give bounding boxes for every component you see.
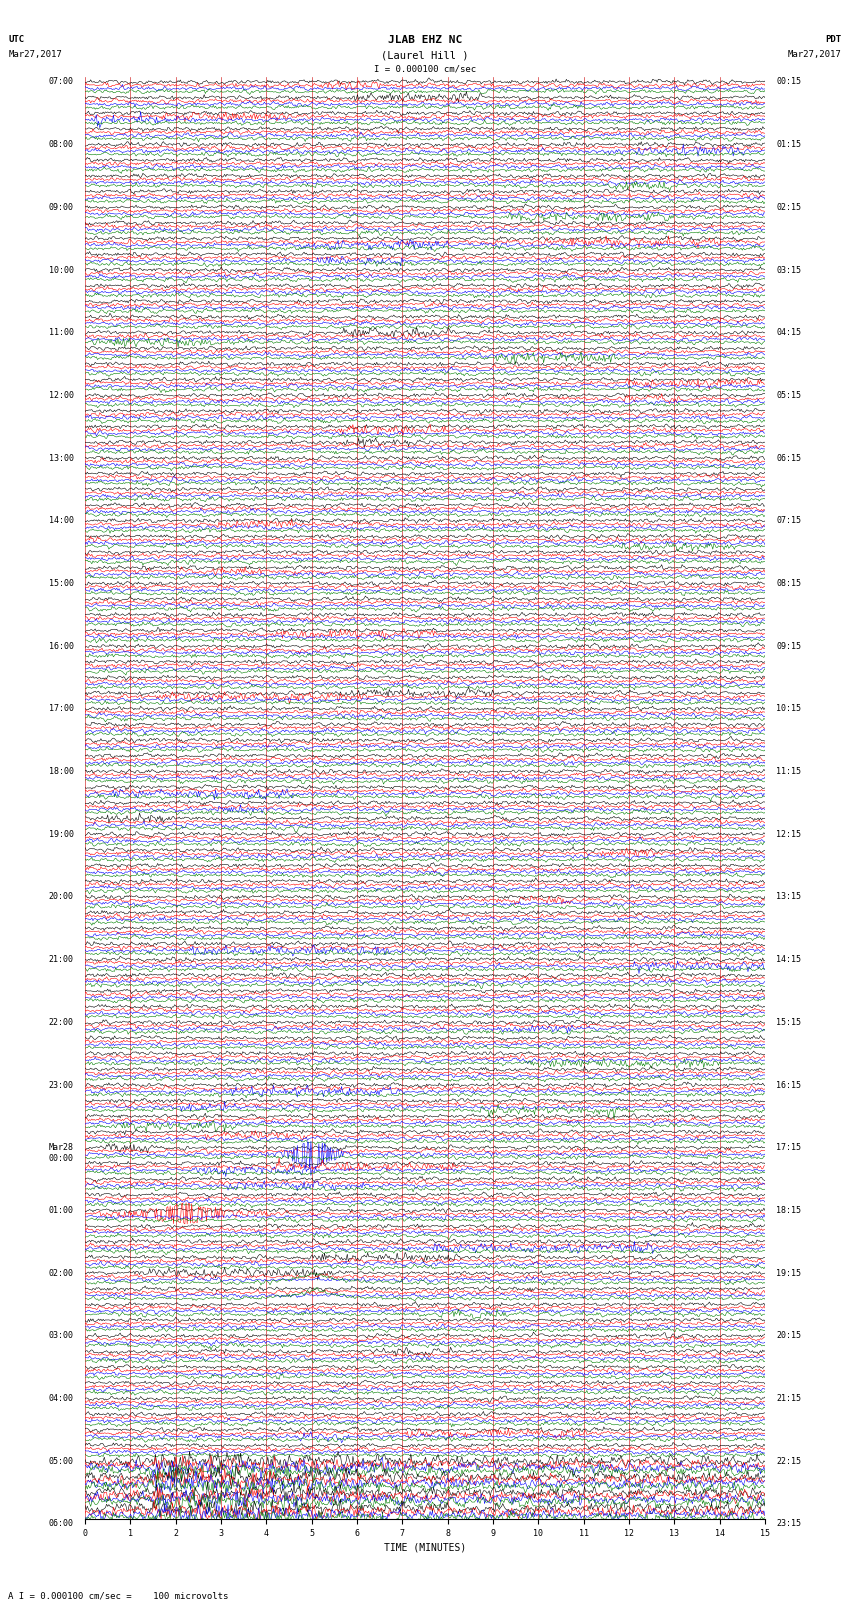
Text: 10:15: 10:15 xyxy=(776,705,802,713)
Text: 21:00: 21:00 xyxy=(48,955,74,965)
Text: UTC: UTC xyxy=(8,35,25,45)
Text: 18:00: 18:00 xyxy=(48,768,74,776)
Text: 12:00: 12:00 xyxy=(48,390,74,400)
Text: 23:15: 23:15 xyxy=(776,1519,802,1529)
Text: 04:15: 04:15 xyxy=(776,327,802,337)
Text: 13:00: 13:00 xyxy=(48,453,74,463)
Text: 21:15: 21:15 xyxy=(776,1394,802,1403)
Text: 22:00: 22:00 xyxy=(48,1018,74,1027)
Text: 20:00: 20:00 xyxy=(48,892,74,902)
Text: 11:15: 11:15 xyxy=(776,768,802,776)
Text: 20:15: 20:15 xyxy=(776,1331,802,1340)
Text: 02:15: 02:15 xyxy=(776,203,802,211)
Text: 01:00: 01:00 xyxy=(48,1207,74,1215)
Text: 07:15: 07:15 xyxy=(776,516,802,526)
Text: 14:00: 14:00 xyxy=(48,516,74,526)
Text: 06:00: 06:00 xyxy=(48,1519,74,1529)
Text: 07:00: 07:00 xyxy=(48,77,74,87)
Text: 08:00: 08:00 xyxy=(48,140,74,148)
Text: Mar27,2017: Mar27,2017 xyxy=(788,50,842,60)
Text: 11:00: 11:00 xyxy=(48,327,74,337)
Text: 10:00: 10:00 xyxy=(48,266,74,274)
Text: 06:15: 06:15 xyxy=(776,453,802,463)
Text: 05:15: 05:15 xyxy=(776,390,802,400)
Text: 19:00: 19:00 xyxy=(48,829,74,839)
Text: 23:00: 23:00 xyxy=(48,1081,74,1089)
Text: 22:15: 22:15 xyxy=(776,1457,802,1466)
Text: 14:15: 14:15 xyxy=(776,955,802,965)
Text: Mar27,2017: Mar27,2017 xyxy=(8,50,62,60)
Text: 03:15: 03:15 xyxy=(776,266,802,274)
Text: JLAB EHZ NC: JLAB EHZ NC xyxy=(388,35,462,45)
Text: 19:15: 19:15 xyxy=(776,1269,802,1277)
Text: 15:00: 15:00 xyxy=(48,579,74,589)
Text: 05:00: 05:00 xyxy=(48,1457,74,1466)
X-axis label: TIME (MINUTES): TIME (MINUTES) xyxy=(384,1542,466,1552)
Text: 12:15: 12:15 xyxy=(776,829,802,839)
Text: 04:00: 04:00 xyxy=(48,1394,74,1403)
Text: 02:00: 02:00 xyxy=(48,1269,74,1277)
Text: 13:15: 13:15 xyxy=(776,892,802,902)
Text: 16:00: 16:00 xyxy=(48,642,74,650)
Text: 09:15: 09:15 xyxy=(776,642,802,650)
Text: 01:15: 01:15 xyxy=(776,140,802,148)
Text: 08:15: 08:15 xyxy=(776,579,802,589)
Text: A I = 0.000100 cm/sec =    100 microvolts: A I = 0.000100 cm/sec = 100 microvolts xyxy=(8,1590,229,1600)
Text: 17:15: 17:15 xyxy=(776,1144,802,1152)
Text: PDT: PDT xyxy=(825,35,842,45)
Text: Mar28
00:00: Mar28 00:00 xyxy=(48,1144,74,1163)
Text: 15:15: 15:15 xyxy=(776,1018,802,1027)
Text: 09:00: 09:00 xyxy=(48,203,74,211)
Text: 17:00: 17:00 xyxy=(48,705,74,713)
Text: 00:15: 00:15 xyxy=(776,77,802,87)
Text: 16:15: 16:15 xyxy=(776,1081,802,1089)
Text: (Laurel Hill ): (Laurel Hill ) xyxy=(382,50,468,60)
Text: 03:00: 03:00 xyxy=(48,1331,74,1340)
Text: 18:15: 18:15 xyxy=(776,1207,802,1215)
Text: I = 0.000100 cm/sec: I = 0.000100 cm/sec xyxy=(374,65,476,74)
